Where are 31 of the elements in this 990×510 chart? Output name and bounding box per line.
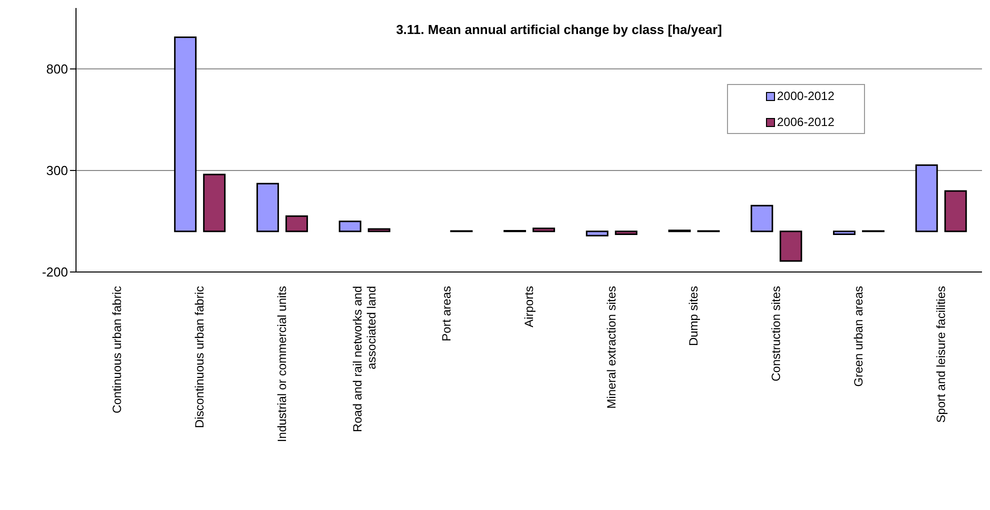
bar <box>780 230 802 262</box>
x-tick-label: Discontinuous urban fabric <box>192 286 207 428</box>
y-tick-label: 300 <box>46 163 68 178</box>
bar <box>944 190 967 232</box>
text: 3.11. Mean annual artificial change by class [ha/year] <box>395 22 723 37</box>
legend-label: 2006-2012 <box>777 115 834 129</box>
x-tick-label: Sport and leisure facilities <box>934 286 948 423</box>
bar <box>368 228 390 232</box>
x-tick-label: Dump sites <box>686 286 701 346</box>
x-tick-label: Construction sites <box>769 286 784 382</box>
x-tick-label: Green urban areas <box>851 286 866 387</box>
bar <box>915 164 938 232</box>
bar <box>586 230 608 236</box>
y-tick-label: 800 <box>46 62 68 77</box>
bar <box>614 230 638 235</box>
bar <box>532 228 556 232</box>
bar <box>174 36 197 232</box>
bar <box>256 182 279 232</box>
x-tick-label: Airports <box>522 286 536 328</box>
bar <box>285 215 308 232</box>
bar <box>203 174 226 232</box>
x-tick-label: Mineral extraction sites <box>604 286 618 409</box>
bar <box>750 204 774 232</box>
x-tick-label: Continuous urban fabric <box>110 286 124 414</box>
legend-label: 2000-2012 <box>777 89 834 103</box>
x-tick-label: Road and rail networks and associated land <box>350 286 378 432</box>
x-tick-label: Industrial or commercial units <box>274 286 289 442</box>
bar <box>338 220 362 232</box>
bar <box>832 230 856 235</box>
y-tick-label: -200 <box>42 264 68 280</box>
x-tick-label: Port areas <box>440 286 454 342</box>
